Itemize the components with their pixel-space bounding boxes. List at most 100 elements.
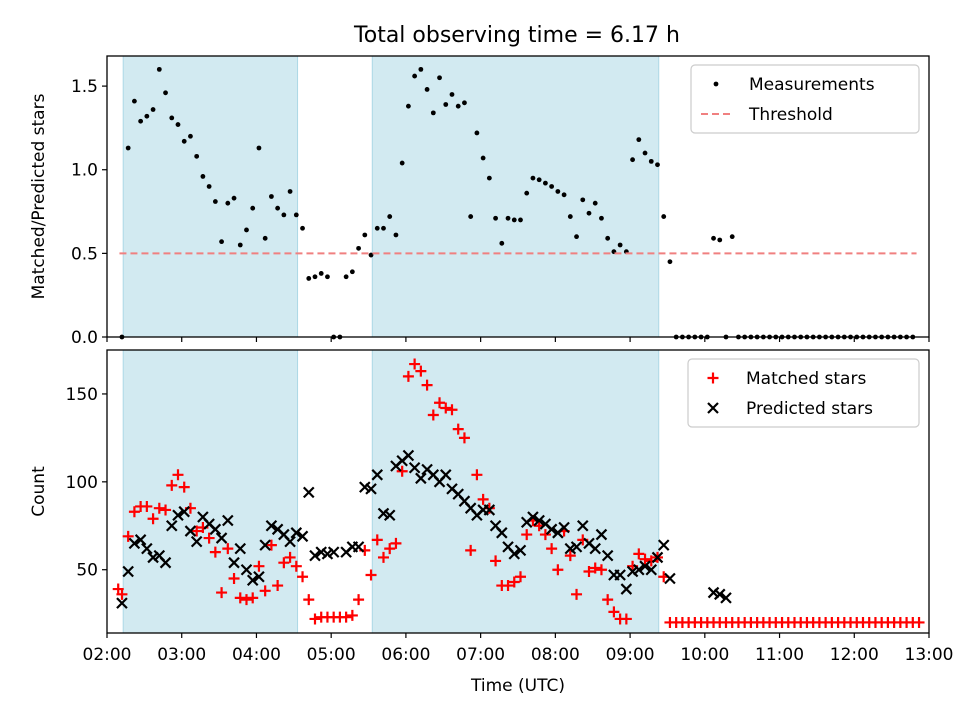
data-point	[530, 175, 536, 181]
data-point	[122, 530, 134, 542]
y-tick-label: 1.0	[71, 161, 98, 181]
data-point	[200, 174, 206, 179]
data-point	[343, 274, 349, 280]
data-point	[477, 493, 489, 505]
data-point	[290, 527, 303, 539]
data-point	[247, 592, 259, 604]
data-point	[620, 613, 632, 625]
data-point	[325, 274, 330, 280]
data-point	[567, 214, 573, 219]
data-point	[153, 502, 165, 514]
data-point	[387, 214, 393, 219]
y-axis-label: Count	[29, 466, 49, 517]
x-tick-label: 13:00	[905, 645, 954, 665]
shaded-window-1	[122, 55, 299, 338]
data-point	[206, 184, 212, 189]
data-point	[518, 217, 523, 223]
data-point	[583, 565, 595, 577]
data-point	[508, 548, 521, 560]
data-point	[284, 551, 296, 563]
data-point	[595, 564, 607, 576]
data-point	[511, 217, 517, 223]
data-point	[468, 214, 474, 219]
data-point	[219, 239, 224, 245]
series-measurements	[119, 66, 916, 340]
data-point	[259, 585, 271, 597]
data-point	[564, 550, 576, 562]
data-point	[648, 158, 654, 164]
data-point	[384, 543, 396, 555]
data-point	[246, 574, 259, 587]
data-point	[128, 537, 141, 550]
data-point	[240, 563, 253, 576]
data-point	[630, 157, 635, 163]
data-point	[340, 611, 352, 623]
data-point	[122, 565, 134, 578]
axes-frame	[106, 55, 930, 338]
data-point	[215, 532, 228, 544]
data-point	[178, 481, 190, 493]
data-point	[729, 234, 735, 240]
data-point	[393, 232, 399, 238]
data-point	[147, 513, 159, 525]
data-point	[657, 539, 670, 551]
data-point	[533, 514, 545, 527]
data-point	[620, 583, 633, 595]
x-tick-label: 03:00	[157, 645, 206, 665]
data-point	[462, 100, 467, 106]
top-panel: 0.0 0.5 1.0 1.5 Matched/Predicted stars Measu…	[29, 55, 930, 348]
data-point	[265, 519, 278, 532]
x-tick-label: 11:00	[755, 645, 804, 665]
data-point	[402, 370, 414, 382]
data-point	[508, 576, 520, 588]
data-point	[297, 571, 309, 583]
data-point	[160, 504, 172, 516]
data-point	[352, 541, 365, 553]
data-point	[455, 103, 461, 109]
data-point	[259, 539, 271, 551]
data-point	[365, 569, 377, 581]
data-point	[141, 500, 153, 512]
x-tick-label: 06:00	[381, 645, 430, 665]
data-point	[639, 553, 651, 565]
data-point	[545, 523, 558, 536]
data-point	[209, 523, 222, 536]
data-point	[589, 562, 601, 574]
series-predicted-stars	[116, 449, 732, 609]
data-point	[306, 276, 312, 281]
y-tick-label: 150	[66, 385, 98, 405]
legend-label: Predicted stars	[746, 399, 873, 419]
data-point	[368, 252, 374, 258]
data-point	[212, 199, 218, 204]
data-point	[589, 542, 601, 555]
data-point	[237, 242, 243, 248]
data-point	[595, 528, 608, 541]
data-point	[483, 504, 496, 516]
data-point	[406, 103, 411, 109]
data-point	[300, 225, 305, 231]
data-point	[302, 486, 315, 499]
data-point	[228, 573, 240, 585]
data-point	[178, 505, 190, 518]
data-point	[399, 160, 405, 166]
data-point	[913, 616, 925, 628]
shaded-window-2	[371, 55, 660, 338]
data-point	[234, 592, 246, 604]
data-point	[240, 594, 252, 606]
data-point	[190, 535, 203, 548]
data-point	[365, 483, 377, 495]
legend-box	[687, 358, 920, 428]
data-point	[287, 189, 293, 194]
data-point	[552, 564, 564, 576]
data-point	[713, 588, 726, 601]
x-tick-label: 10:00	[680, 645, 729, 665]
data-point	[290, 560, 302, 572]
data-point	[496, 527, 508, 539]
data-point	[125, 145, 131, 151]
data-point	[446, 404, 458, 416]
data-point	[262, 235, 268, 241]
data-point	[549, 184, 555, 189]
data-point	[349, 269, 355, 275]
data-point	[527, 511, 539, 523]
data-point	[574, 234, 579, 240]
